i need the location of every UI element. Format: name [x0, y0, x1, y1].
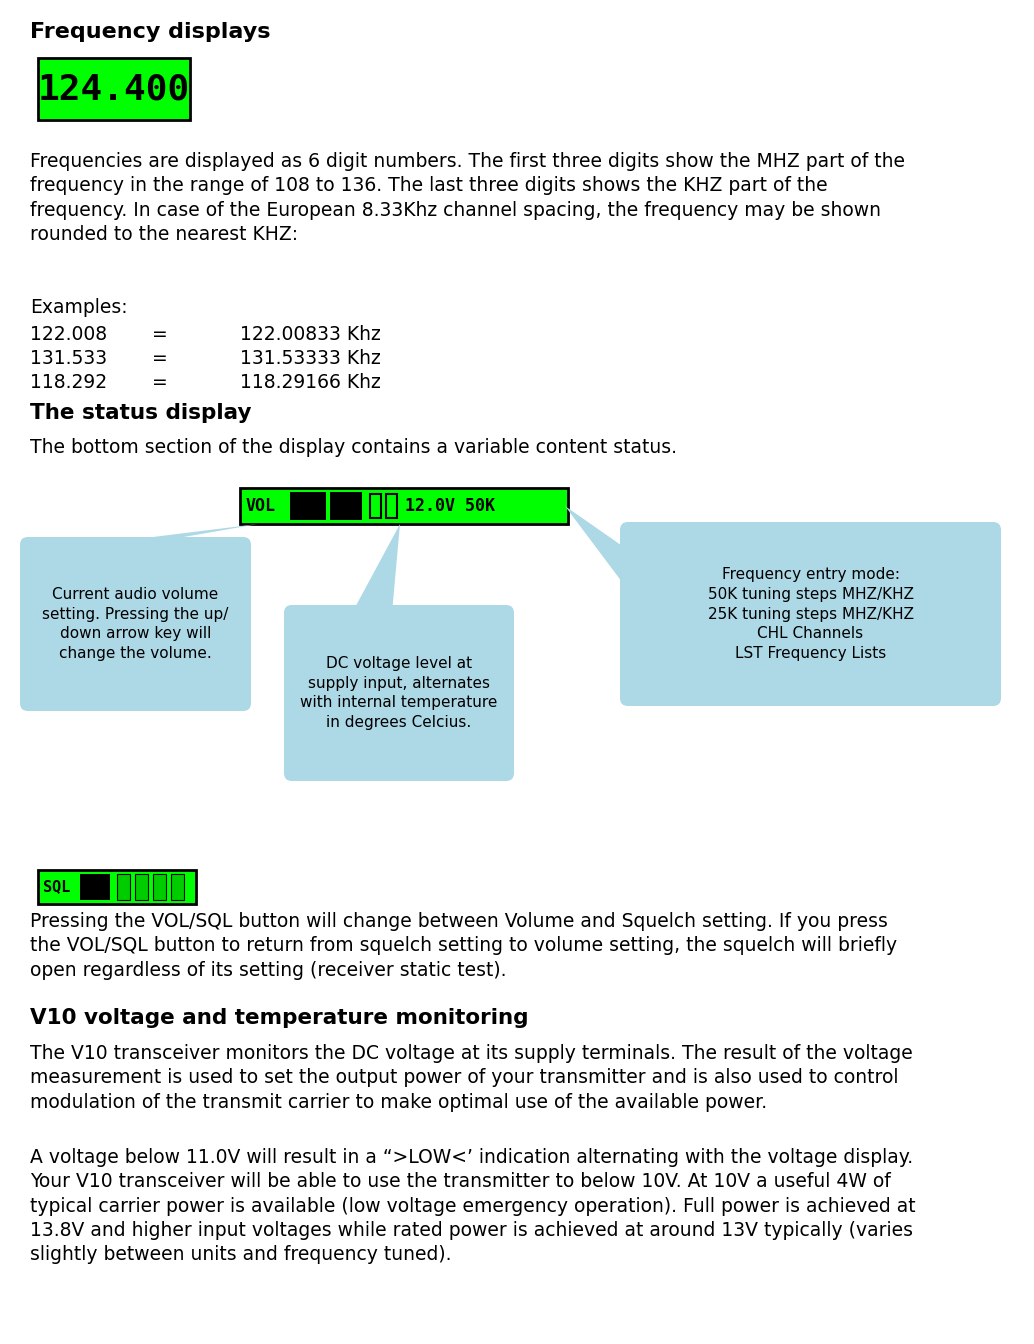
Text: 131.53333 Khz: 131.53333 Khz — [240, 349, 381, 368]
FancyBboxPatch shape — [386, 495, 397, 517]
Text: =: = — [152, 325, 168, 344]
FancyBboxPatch shape — [135, 874, 148, 900]
FancyBboxPatch shape — [80, 874, 110, 900]
FancyBboxPatch shape — [117, 874, 130, 900]
FancyBboxPatch shape — [290, 492, 362, 520]
Text: The V10 transceiver monitors the DC voltage at its supply terminals. The result : The V10 transceiver monitors the DC volt… — [30, 1044, 913, 1111]
Text: =: = — [152, 374, 168, 392]
Text: =: = — [152, 349, 168, 368]
FancyBboxPatch shape — [38, 58, 190, 120]
Text: Frequencies are displayed as 6 digit numbers. The first three digits show the MH: Frequencies are displayed as 6 digit num… — [30, 152, 905, 243]
Text: VOL: VOL — [246, 497, 276, 515]
Text: Pressing the VOL/SQL button will change between Volume and Squelch setting. If y: Pressing the VOL/SQL button will change … — [30, 913, 898, 980]
Polygon shape — [88, 524, 258, 546]
Polygon shape — [565, 505, 628, 590]
Text: Examples:: Examples: — [30, 298, 127, 317]
FancyBboxPatch shape — [370, 495, 381, 517]
FancyBboxPatch shape — [153, 874, 166, 900]
Text: V10 voltage and temperature monitoring: V10 voltage and temperature monitoring — [30, 1008, 528, 1028]
FancyBboxPatch shape — [171, 874, 184, 900]
Text: SQL: SQL — [43, 879, 70, 895]
Text: 124.400: 124.400 — [38, 73, 190, 106]
Text: DC voltage level at
supply input, alternates
with internal temperature
in degree: DC voltage level at supply input, altern… — [300, 656, 497, 730]
FancyBboxPatch shape — [240, 488, 568, 524]
FancyBboxPatch shape — [326, 492, 330, 520]
Polygon shape — [352, 524, 400, 613]
Text: 118.29166 Khz: 118.29166 Khz — [240, 374, 381, 392]
Text: A voltage below 11.0V will result in a “>LOW<’ indication alternating with the v: A voltage below 11.0V will result in a “… — [30, 1148, 916, 1263]
Text: 122.008: 122.008 — [30, 325, 108, 344]
Text: Frequency displays: Frequency displays — [30, 22, 271, 42]
FancyBboxPatch shape — [20, 538, 251, 711]
FancyBboxPatch shape — [284, 605, 514, 781]
FancyBboxPatch shape — [38, 870, 196, 905]
Text: 122.00833 Khz: 122.00833 Khz — [240, 325, 381, 344]
Text: Frequency entry mode:
50K tuning steps MHZ/KHZ
25K tuning steps MHZ/KHZ
CHL Chan: Frequency entry mode: 50K tuning steps M… — [707, 567, 913, 661]
Text: 12.0V 50K: 12.0V 50K — [405, 497, 495, 515]
Text: The status display: The status display — [30, 403, 251, 423]
Text: The bottom section of the display contains a variable content status.: The bottom section of the display contai… — [30, 438, 677, 457]
Text: Current audio volume
setting. Pressing the up/
down arrow key will
change the vo: Current audio volume setting. Pressing t… — [42, 587, 229, 661]
Text: 131.533: 131.533 — [30, 349, 108, 368]
FancyBboxPatch shape — [620, 521, 1001, 706]
Text: 118.292: 118.292 — [30, 374, 108, 392]
